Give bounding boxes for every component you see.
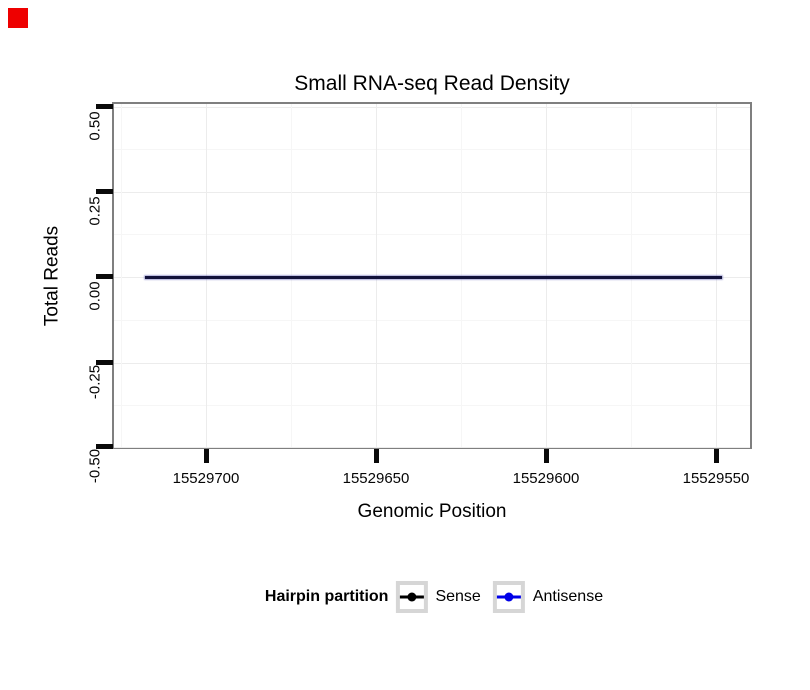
x-tick-label: 15529650 — [342, 470, 410, 487]
gridline-minor-h — [114, 234, 750, 235]
gridline-minor-v — [631, 104, 632, 447]
gridline-minor-v — [461, 104, 462, 447]
legend-key-sense — [395, 581, 428, 613]
y-tick-mark — [96, 444, 113, 449]
y-axis-title: Total Reads — [41, 225, 63, 327]
sense-point-icon — [406, 592, 416, 602]
gridline-major-h — [114, 107, 750, 108]
x-tick-label: 15529700 — [172, 470, 240, 487]
gridline-minor-h — [114, 405, 750, 406]
read-density-line — [145, 276, 722, 279]
x-tick-mark — [544, 449, 549, 463]
x-tick-mark — [374, 449, 379, 463]
x-tick-label: 15529600 — [512, 470, 580, 487]
y-tick-mark — [96, 189, 113, 194]
x-tick-label: 15529550 — [682, 470, 750, 487]
y-tick-mark — [96, 274, 113, 279]
y-tick-mark — [96, 104, 113, 109]
y-tick-label: 0.50 — [86, 111, 104, 141]
legend-key-antisense — [492, 581, 525, 613]
gridline-minor-v — [121, 104, 122, 447]
y-tick-label: -0.50 — [86, 448, 104, 484]
chart-title: Small RNA-seq Read Density — [294, 72, 570, 95]
gridline-major-h — [114, 192, 750, 193]
gridline-major-v — [546, 104, 547, 447]
legend-label-antisense: Antisense — [532, 588, 604, 605]
gridline-minor-h — [114, 149, 750, 150]
y-tick-mark — [96, 360, 113, 365]
y-tick-label: 0.25 — [86, 196, 104, 226]
x-tick-mark — [714, 449, 719, 463]
gridline-major-v — [716, 104, 717, 447]
gridline-major-h — [114, 363, 750, 364]
x-axis-title: Genomic Position — [357, 501, 507, 522]
x-tick-mark — [204, 449, 209, 463]
legend-title: Hairpin partition — [264, 588, 389, 605]
legend-label-sense: Sense — [435, 588, 481, 605]
gridline-minor-h — [114, 320, 750, 321]
antisense-point-icon — [504, 592, 514, 602]
gridline-major-h — [114, 447, 750, 448]
red-corner-marker — [8, 8, 28, 28]
y-tick-label: 0.00 — [86, 281, 104, 311]
plot-panel — [112, 102, 752, 449]
gridline-major-v — [206, 104, 207, 447]
gridline-minor-v — [291, 104, 292, 447]
gridline-major-v — [376, 104, 377, 447]
y-tick-label: -0.25 — [86, 364, 104, 400]
legend: Hairpin partition Sense Antisense — [265, 581, 603, 613]
